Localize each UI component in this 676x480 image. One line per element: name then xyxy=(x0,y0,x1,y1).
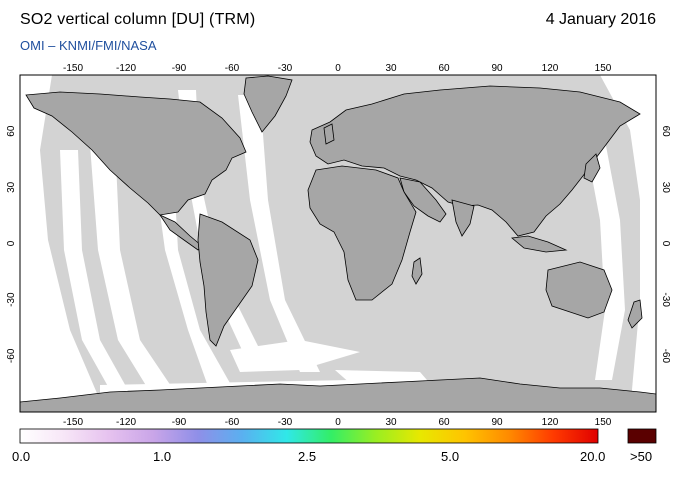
colorbar-overflow-label: >50 xyxy=(630,449,653,464)
lon-tick-label: 30 xyxy=(385,63,397,74)
no-data-swath xyxy=(20,75,105,412)
no-data-swath xyxy=(238,95,320,372)
continents xyxy=(20,75,656,412)
lon-tick-label: 30 xyxy=(385,417,397,428)
lon-tick-label: 90 xyxy=(491,417,503,428)
map-source: OMI – KNMI/FMI/NASA xyxy=(20,38,157,53)
no-data-swath xyxy=(230,340,360,372)
map-date: 4 January 2016 xyxy=(545,11,656,28)
no-data-swath xyxy=(60,150,128,390)
lon-tick-label: -90 xyxy=(172,63,187,74)
lon-ticks-top: -150 -120 -90 -60 -30 0 30 60 90 120 150 xyxy=(63,63,612,74)
no-data-swath xyxy=(585,130,625,380)
lat-ticks-right: 60 30 0 -30 -60 xyxy=(660,126,671,364)
lon-tick-label: 60 xyxy=(438,417,450,428)
colorbar-overflow-swatch xyxy=(627,428,657,444)
lat-tick-label: 30 xyxy=(660,182,671,194)
lat-tick-label: -60 xyxy=(660,349,671,364)
map-title: SO2 vertical column [DU] (TRM) xyxy=(20,11,256,28)
land-indonesia xyxy=(511,235,568,253)
lon-tick-label: 120 xyxy=(542,63,559,74)
colorbar-label-4: 20.0 xyxy=(580,449,606,464)
land-new-zealand xyxy=(627,299,643,329)
lat-ticks-left: 60 30 0 -30 -60 xyxy=(6,125,17,363)
lon-ticks-bottom: -150 -120 -90 -60 -30 0 30 60 90 120 150 xyxy=(63,417,612,428)
no-data-swath xyxy=(90,140,175,392)
lon-tick-label: -120 xyxy=(116,63,136,74)
lat-tick-label: 30 xyxy=(6,181,17,193)
lon-tick-label: 0 xyxy=(335,417,341,428)
colorbar xyxy=(19,428,599,444)
land-india xyxy=(451,199,475,237)
lon-tick-label: 150 xyxy=(595,417,612,428)
lon-tick-label: -30 xyxy=(278,417,293,428)
land-japan xyxy=(583,153,601,183)
lon-tick-label: 90 xyxy=(491,63,503,74)
land-australia xyxy=(545,261,613,319)
colorbar-label-0: 0.0 xyxy=(12,449,31,464)
lon-tick-label: -30 xyxy=(278,63,293,74)
lon-tick-label: 60 xyxy=(438,63,450,74)
land-uk xyxy=(323,123,335,145)
lat-tick-label: 60 xyxy=(6,125,17,137)
land-antarctica xyxy=(20,377,656,412)
land-north-america xyxy=(25,91,247,216)
land-greenland xyxy=(243,75,293,133)
land-arabia-india xyxy=(399,177,447,223)
land-madagascar xyxy=(411,257,423,285)
lat-tick-label: 0 xyxy=(6,240,17,246)
lon-tick-label: -150 xyxy=(63,417,83,428)
lon-tick-label: -60 xyxy=(225,63,240,74)
land-europe-asia xyxy=(309,85,641,237)
lon-tick-label: -120 xyxy=(116,417,136,428)
no-data-swath xyxy=(600,75,656,412)
lat-tick-label: -30 xyxy=(660,292,671,307)
colorbar-label-1: 1.0 xyxy=(153,449,172,464)
lat-tick-label: -30 xyxy=(6,292,17,307)
lon-tick-label: -60 xyxy=(225,417,240,428)
colorbar-label-2: 2.5 xyxy=(298,449,317,464)
lon-tick-label: -150 xyxy=(63,63,83,74)
lon-tick-label: 0 xyxy=(335,63,341,74)
lat-tick-label: 0 xyxy=(660,241,671,247)
land-south-america xyxy=(197,213,259,347)
map-frame xyxy=(19,74,657,413)
land-africa xyxy=(307,165,417,301)
lon-tick-label: 150 xyxy=(595,63,612,74)
lon-tick-label: -90 xyxy=(172,417,187,428)
lat-tick-label: 60 xyxy=(660,126,671,138)
lon-tick-label: 120 xyxy=(542,417,559,428)
colorbar-label-3: 5.0 xyxy=(441,449,460,464)
lat-tick-label: -60 xyxy=(6,348,17,363)
